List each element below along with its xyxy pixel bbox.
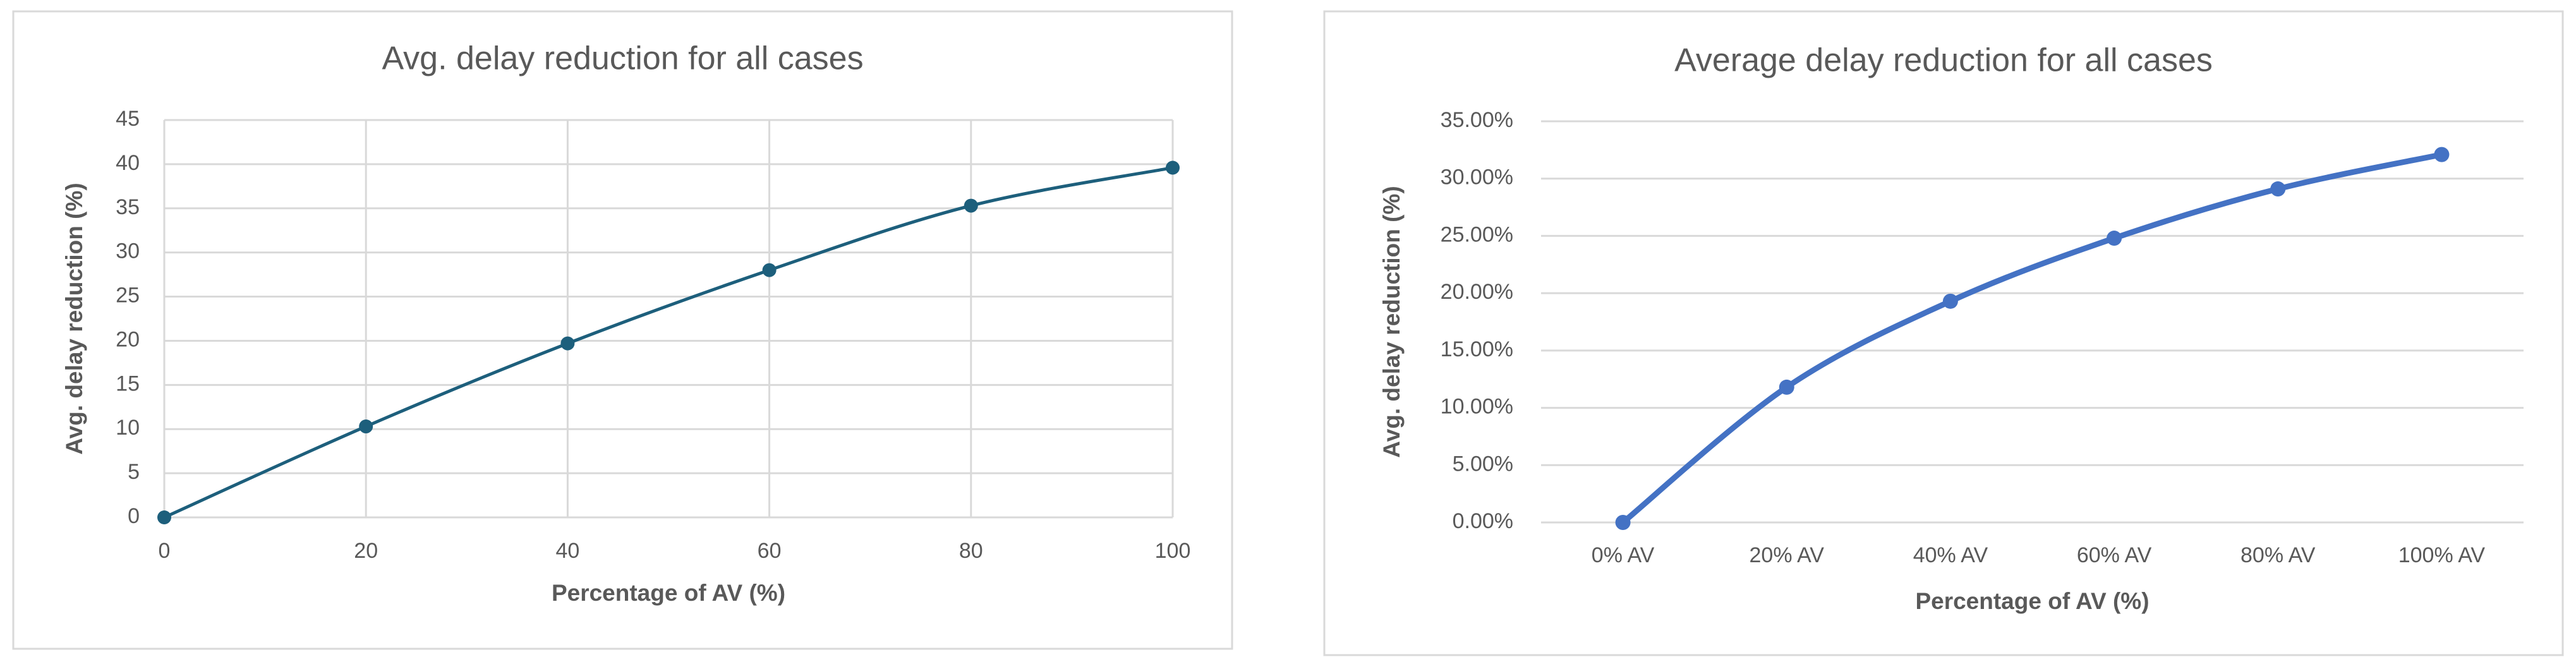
x-tick-label: 0% AV	[1592, 543, 1655, 567]
data-point	[359, 419, 373, 434]
data-line	[162, 166, 1175, 519]
x-tick-label: 100	[1155, 539, 1191, 563]
chart-title: Average delay reduction for all cases	[1674, 42, 2213, 79]
x-axis-title: Percentage of AV (%)	[1915, 588, 2149, 614]
chart-border	[1323, 10, 2564, 656]
x-tick-label: 20% AV	[1750, 543, 1825, 567]
chart-border	[12, 10, 1233, 650]
y-tick-label: 35.00%	[1441, 108, 1513, 132]
y-tick-label: 0.00%	[1453, 509, 1513, 533]
data-point	[1615, 515, 1631, 530]
y-tick-label: 45	[116, 107, 140, 131]
y-tick-label: 40	[116, 151, 140, 175]
x-tick-label: 40% AV	[1913, 543, 1988, 567]
x-tick-label: 80	[959, 539, 983, 563]
chart-title: Avg. delay reduction for all cases	[382, 40, 863, 77]
y-axis-title: Avg. delay reduction (%)	[61, 183, 87, 454]
x-tick-label: 0	[159, 539, 171, 563]
y-tick-label: 25.00%	[1441, 222, 1513, 246]
y-tick-label: 30.00%	[1441, 166, 1513, 190]
x-tick-label: 100% AV	[2398, 543, 2486, 567]
y-tick-label: 10	[116, 416, 140, 440]
data-line	[1620, 152, 2445, 526]
y-tick-label: 5.00%	[1453, 452, 1513, 476]
y-tick-label: 15	[116, 371, 140, 395]
x-tick-label: 20	[354, 539, 378, 563]
y-tick-label: 25	[116, 284, 140, 308]
y-tick-label: 0	[128, 504, 140, 528]
x-axis-title: Percentage of AV (%)	[552, 580, 785, 606]
data-point	[1779, 379, 1794, 395]
data-point	[964, 198, 978, 213]
y-tick-label: 35	[116, 195, 140, 219]
y-tick-label: 30	[116, 239, 140, 263]
y-axis-title: Avg. delay reduction (%)	[1379, 186, 1405, 457]
data-point	[2270, 181, 2286, 197]
x-tick-label: 60	[758, 539, 782, 563]
data-point	[1942, 293, 1958, 309]
data-point	[560, 336, 575, 351]
data-point	[157, 510, 171, 524]
data-point	[2434, 147, 2450, 162]
y-tick-label: 5	[128, 460, 140, 484]
y-tick-label: 20	[116, 327, 140, 351]
data-point	[2107, 231, 2122, 246]
x-tick-label: 80% AV	[2240, 543, 2316, 567]
y-tick-label: 15.00%	[1441, 337, 1513, 361]
x-tick-label: 60% AV	[2077, 543, 2152, 567]
data-point	[1166, 160, 1180, 175]
y-tick-label: 10.00%	[1441, 395, 1513, 419]
x-tick-label: 40	[555, 539, 579, 563]
data-point	[762, 263, 777, 277]
y-tick-label: 20.00%	[1441, 280, 1513, 304]
